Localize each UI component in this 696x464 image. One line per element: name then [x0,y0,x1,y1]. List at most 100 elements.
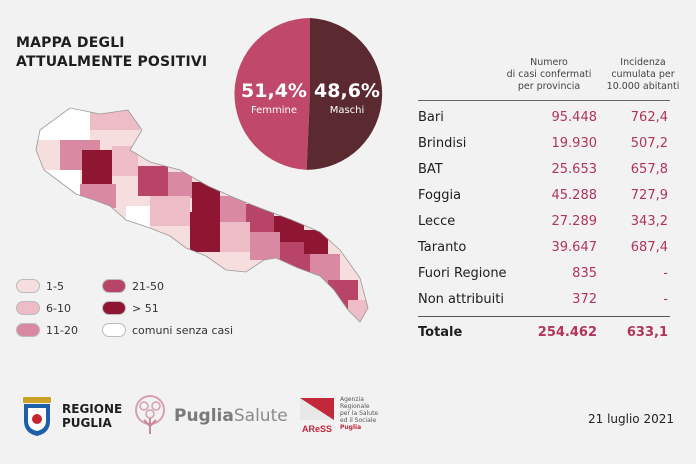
aress-mark-icon: AReSS [300,398,334,434]
province-name: Brindisi [418,135,467,151]
table-row: Bari 95.448 762,4 [418,104,670,130]
province-name: Foggia [418,187,462,203]
male-percentage: 48,6% [314,80,380,102]
pie-slice-female [234,18,310,170]
male-label: Maschi [329,105,365,116]
header-line: di casi confermati [506,69,592,80]
legend-swatch [102,301,126,315]
header-line: cumulata per [611,69,675,80]
regione-line-1: REGIONE [62,402,123,416]
province-name: BAT [418,161,443,177]
province-cases: 45.288 [551,187,598,203]
table-row: Foggia 45.288 727,9 [418,182,670,208]
table-row: Taranto 39.647 687,4 [418,234,670,260]
regione-puglia-text: REGIONE PUGLIA [62,402,122,430]
aress-line: per la Salute [340,410,379,417]
puglia-salute-logo: PugliaSalute [132,394,288,438]
province-name: Lecce [418,213,456,229]
title-line-1: MAPPA DEGLI [16,35,125,51]
tree-icon [135,395,165,434]
table-row: Lecce 27.289 343,2 [418,208,670,234]
puglia-salute-text: PugliaSalute [174,406,288,426]
aress-mark-text: AReSS [302,424,332,434]
province-cases: 27.289 [551,213,598,229]
province-cases: 25.653 [551,161,598,177]
total-cases: 254.462 [537,324,597,340]
province-incidence: 762,4 [630,109,668,125]
gender-pie-chart: 51,4% Femmine 48,6% Maschi [234,18,386,170]
regione-puglia-logo: REGIONE PUGLIA [20,395,122,437]
aress-line: Puglia [340,424,362,431]
male-label-group: 48,6% Maschi [312,80,382,116]
female-percentage: 51,4% [241,80,307,102]
map-municipalities [36,108,368,322]
legend-item: > 51 [102,301,159,315]
province-name: Taranto [418,239,467,255]
puglia-map [35,107,369,323]
page-title: MAPPA DEGLI ATTUALMENTE POSITIVI [16,34,207,72]
province-cases: 39.647 [551,239,598,255]
legend-swatch [102,323,126,337]
map-outline [35,107,369,323]
province-cases: 372 [572,291,597,307]
legend-label: 21-50 [132,279,164,293]
legend-swatch [16,301,40,315]
puglia-salute-light: Salute [233,406,288,426]
table-row: Non attribuiti 372 - [418,286,670,312]
female-label: Femmine [250,105,298,116]
province-incidence: 507,2 [630,135,668,151]
province-cases: 19.930 [551,135,598,151]
gender-pie-svg [234,18,383,170]
total-label: Totale [418,324,463,340]
aress-text: Agenzia Regionale per la Salute ed il So… [340,396,378,431]
province-name: Bari [418,109,444,125]
column-header-incidence: Incidenza cumulata per 10.000 abitanti [602,57,684,93]
province-incidence: - [663,291,668,307]
legend-label: 11-20 [46,323,78,337]
header-line: 10.000 abitanti [606,81,680,92]
table-total-row: Totale 254.462 633,1 [418,316,670,347]
province-table: Bari 95.448 762,4 Brindisi 19.930 507,2 … [418,104,670,347]
header-line: Numero [530,57,568,68]
header-line: Incidenza [620,57,666,68]
aress-line: Agenzia [340,396,364,403]
legend-label: 6-10 [46,301,71,315]
province-incidence: 343,2 [630,213,668,229]
female-label-group: 51,4% Femmine [240,80,308,116]
province-name: Fuori Regione [418,265,507,281]
province-incidence: - [663,265,668,281]
legend-swatch [16,323,40,337]
legend-label: comuni senza casi [132,323,234,337]
header-line: per provincia [517,81,581,92]
report-date: 21 luglio 2021 [587,412,674,426]
province-incidence: 657,8 [630,161,668,177]
legend-label: 1-5 [46,279,64,293]
total-incidence: 633,1 [626,324,668,340]
pie-slice-male [306,18,383,170]
aress-line: Regionale [340,403,370,410]
legend-item: comuni senza casi [102,323,233,337]
province-cases: 95.448 [551,109,598,125]
legend-item: 1-5 [16,279,64,293]
aress-logo: AReSS Agenzia Regionale per la Salute ed… [298,396,378,436]
table-row: BAT 25.653 657,8 [418,156,670,182]
legend-item: 11-20 [16,323,78,337]
regione-puglia-emblem-icon [23,397,51,436]
legend-item: 21-50 [102,279,164,293]
regione-line-2: PUGLIA [62,416,112,430]
title-line-2: ATTUALMENTE POSITIVI [16,54,208,70]
province-cases: 835 [572,265,597,281]
aress-line: ed il Sociale [340,417,377,424]
province-name: Non attribuiti [418,291,504,307]
table-row: Brindisi 19.930 507,2 [418,130,670,156]
puglia-salute-bold: Puglia [174,406,234,426]
legend-swatch [16,279,40,293]
legend-label: > 51 [132,301,159,315]
table-top-divider [418,100,670,101]
column-header-cases: Numero di casi confermati per provincia [500,57,598,93]
table-row: Fuori Regione 835 - [418,260,670,286]
legend-item: 6-10 [16,301,71,315]
province-incidence: 727,9 [630,187,668,203]
legend-swatch [102,279,126,293]
province-incidence: 687,4 [630,239,668,255]
